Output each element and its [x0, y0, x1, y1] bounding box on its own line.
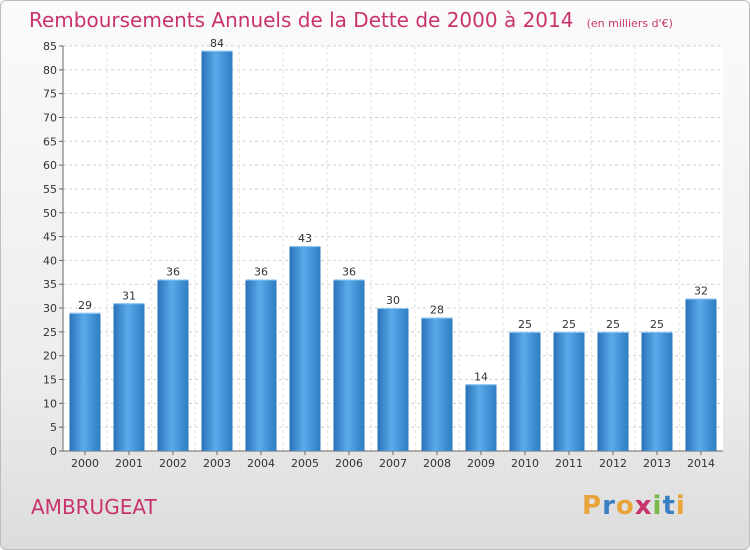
bar [509, 331, 541, 451]
y-tick-label: 60 [43, 159, 57, 172]
logo-letter: P [582, 491, 603, 521]
bar [201, 50, 233, 451]
chart-title: Remboursements Annuels de la Dette de 20… [29, 8, 574, 32]
x-tick-label: 2013 [643, 457, 671, 470]
logo-letter: i [675, 491, 686, 521]
x-tick-label: 2014 [687, 457, 715, 470]
labels: 0 5 10 15 20 25 30 35 40 45 50 55 60 65 70 75 80 85 29 2000… [43, 37, 715, 470]
bar [421, 317, 453, 451]
value-label: 28 [430, 304, 444, 317]
logo-letter: r [602, 491, 616, 521]
value-label: 36 [166, 265, 180, 278]
value-label: 36 [342, 265, 356, 278]
x-tick-label: 2011 [555, 457, 583, 470]
value-label: 14 [474, 370, 488, 383]
x-tick-label: 2001 [115, 457, 143, 470]
bar [465, 384, 497, 451]
value-label: 36 [254, 265, 268, 278]
value-label: 29 [78, 299, 92, 312]
logo-letter: x [634, 491, 653, 521]
y-tick-label: 25 [43, 326, 57, 339]
y-tick-label: 15 [43, 374, 57, 387]
bar [685, 298, 717, 451]
commune-name: AMBRUGEAT [31, 495, 157, 519]
value-label: 25 [650, 318, 664, 331]
y-tick-label: 0 [50, 445, 57, 458]
bar [553, 331, 585, 451]
y-tick-label: 70 [43, 111, 57, 124]
bars [69, 50, 717, 451]
y-tick-label: 40 [43, 254, 57, 267]
value-label: 31 [122, 289, 136, 302]
y-tick-label: 85 [43, 40, 57, 53]
bar [113, 303, 145, 451]
proxiti-logo[interactable]: Proxiti [582, 491, 686, 521]
y-tick-label: 35 [43, 278, 57, 291]
x-tick-label: 2006 [335, 457, 363, 470]
x-tick-label: 2009 [467, 457, 495, 470]
logo-letter: i [652, 491, 663, 521]
y-tick-label: 20 [43, 350, 57, 363]
y-tick-label: 45 [43, 231, 57, 244]
x-tick-label: 2008 [423, 457, 451, 470]
y-tick-label: 80 [43, 64, 57, 77]
y-tick-label: 30 [43, 302, 57, 315]
y-tick-label: 65 [43, 135, 57, 148]
value-label: 84 [210, 37, 224, 50]
value-label: 25 [562, 318, 576, 331]
y-tick-label: 10 [43, 397, 57, 410]
bar [157, 279, 189, 451]
value-label: 25 [606, 318, 620, 331]
x-tick-label: 2010 [511, 457, 539, 470]
x-tick-label: 2000 [71, 457, 99, 470]
x-tick-label: 2007 [379, 457, 407, 470]
value-label: 25 [518, 318, 532, 331]
y-tick-label: 75 [43, 88, 57, 101]
bar [245, 279, 277, 451]
bar [333, 279, 365, 451]
bar [69, 312, 101, 451]
x-tick-label: 2002 [159, 457, 187, 470]
y-tick-label: 5 [50, 421, 57, 434]
chart-unit-note: (en milliers d'€) [586, 17, 673, 30]
x-tick-label: 2004 [247, 457, 275, 470]
logo-letter: o [615, 491, 635, 521]
value-label: 30 [386, 294, 400, 307]
y-tick-label: 55 [43, 183, 57, 196]
value-label: 32 [694, 285, 708, 298]
logo-letter: t [662, 491, 676, 521]
title-row: Remboursements Annuels de la Dette de 20… [29, 8, 673, 32]
x-tick-label: 2012 [599, 457, 627, 470]
bar [377, 308, 409, 451]
bar [641, 331, 673, 451]
bar [597, 331, 629, 451]
value-label: 43 [298, 232, 312, 245]
y-tick-label: 50 [43, 207, 57, 220]
bar [289, 246, 321, 451]
x-tick-label: 2005 [291, 457, 319, 470]
x-tick-label: 2003 [203, 457, 231, 470]
